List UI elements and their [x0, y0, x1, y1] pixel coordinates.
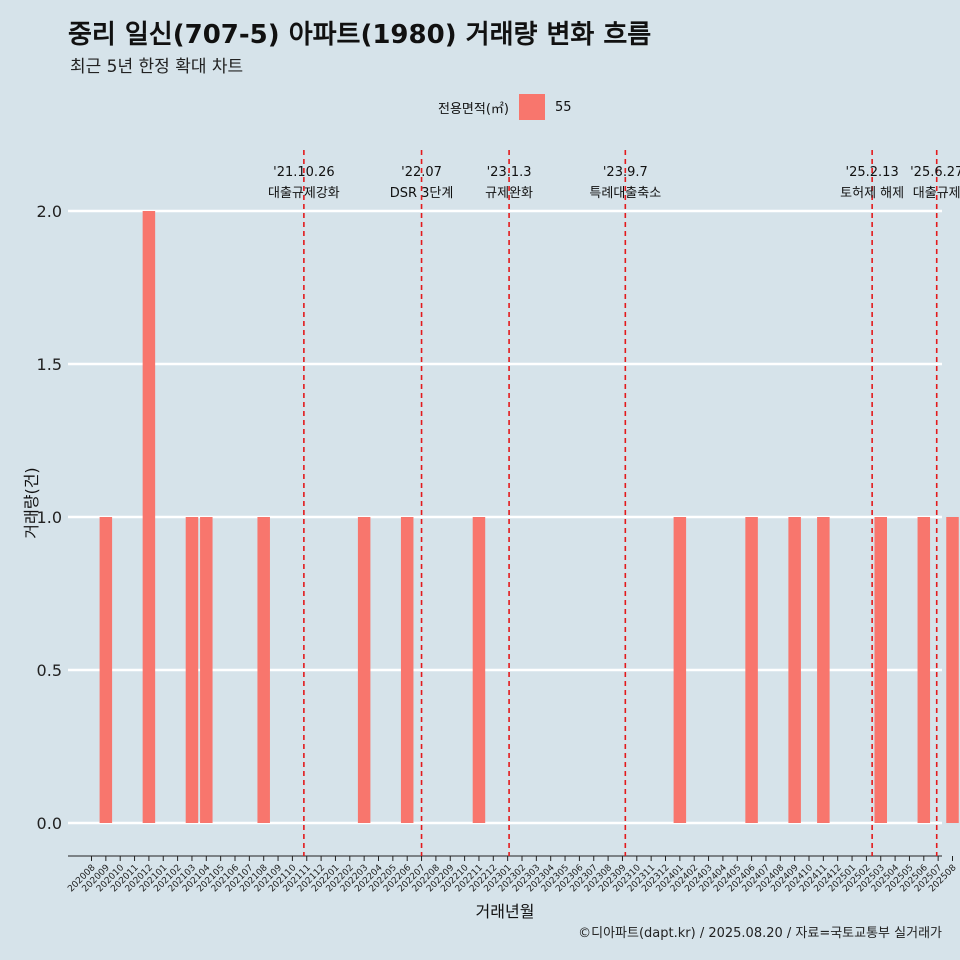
bar: [142, 211, 156, 823]
legend-item-label: 55: [554, 99, 572, 115]
bar: [673, 517, 687, 823]
bar: [185, 517, 199, 823]
legend-title: 전용면적(㎡): [438, 101, 509, 117]
y-tick-label: 1.0: [37, 508, 62, 527]
event-date: '22.07: [401, 165, 442, 180]
event-date: '21.10.26: [273, 165, 334, 180]
event-label: 대출규제강화: [268, 186, 340, 201]
bar: [917, 517, 931, 823]
chart-title: 중리 일신(707-5) 아파트(1980) 거래량 변화 흐름: [68, 20, 652, 50]
bar: [400, 517, 414, 823]
event-label: 특례대출축소: [589, 186, 661, 201]
y-tick-label: 1.5: [37, 355, 62, 374]
event-date: '23.9.7: [603, 165, 648, 180]
bar: [257, 517, 270, 823]
bar: [357, 517, 371, 823]
y-tick-label: 0.0: [37, 814, 62, 833]
legend-swatch: [518, 94, 545, 120]
event-label: DSR 3단계: [390, 186, 454, 201]
event-label: 토허제 해제: [840, 186, 904, 201]
event-date: '23.1.3: [487, 165, 532, 180]
y-axis-title: 거래량(건): [22, 467, 41, 539]
bar: [745, 517, 758, 823]
bar: [200, 517, 213, 823]
event-label: 대출규제: [913, 186, 960, 201]
y-tick-label: 2.0: [37, 202, 62, 221]
bar: [788, 517, 801, 823]
event-date: '25.6.27: [910, 165, 960, 180]
bar: [472, 517, 486, 823]
bar: [817, 517, 830, 823]
source-caption: ©디아파트(dapt.kr) / 2025.08.20 / 자료=국토교통부 실…: [578, 926, 942, 941]
bar: [99, 517, 113, 823]
event-label: 규제완화: [485, 186, 533, 201]
bar: [946, 517, 959, 823]
legend: 전용면적(㎡) 55: [438, 94, 572, 120]
chart-subtitle: 최근 5년 한정 확대 차트: [70, 57, 244, 77]
bar: [874, 517, 887, 823]
event-date: '25.2.13: [846, 165, 899, 180]
x-axis-title: 거래년월: [475, 902, 535, 921]
y-tick-label: 0.5: [37, 661, 62, 680]
